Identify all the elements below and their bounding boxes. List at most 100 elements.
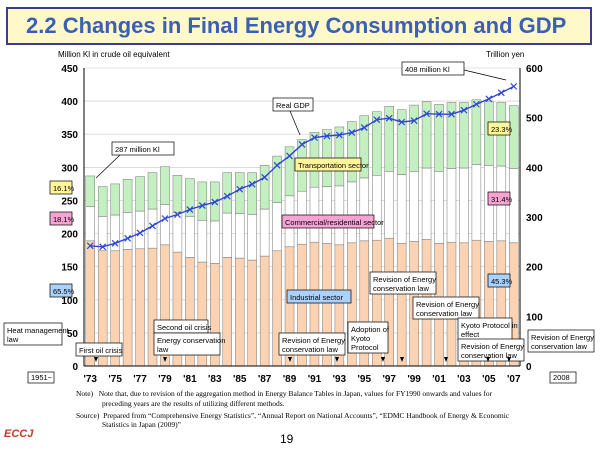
bar-segment-commercial xyxy=(222,212,232,258)
label-287-box xyxy=(111,141,175,156)
event-arrow xyxy=(94,357,98,362)
gdp-point xyxy=(510,82,518,90)
bar-segment-industrial xyxy=(247,259,257,367)
bar-segment-transport xyxy=(459,102,469,169)
x-tick-label: '73 xyxy=(83,374,97,385)
energy-gdp-chart: 0 50 100 150 200 250 300 350 400 450 0 100 200 300 400… xyxy=(3,61,595,385)
x-tick-label: '87 xyxy=(258,374,272,385)
left-axis-unit: Million Kl in crude oil equivalent xyxy=(58,50,170,59)
gdp-point xyxy=(286,152,293,160)
event-label: conservation law xyxy=(282,345,338,354)
gdp-point xyxy=(435,110,443,118)
x-tick-label: '03 xyxy=(457,374,471,385)
bar-segment-transport xyxy=(259,165,270,210)
x-tick-label: '81 xyxy=(183,374,197,385)
event-label: Adoption of xyxy=(351,325,390,334)
left-tick-label: 200 xyxy=(61,230,78,241)
gdp-point xyxy=(497,89,505,97)
gdp-point xyxy=(485,95,493,103)
bar-segment-transport xyxy=(147,172,158,210)
leader-line xyxy=(463,69,507,81)
event-label-box xyxy=(278,332,346,356)
gdp-point xyxy=(373,116,381,124)
event-label-box xyxy=(347,321,389,354)
bar-segment-commercial xyxy=(272,202,282,252)
gdp-point xyxy=(211,198,219,206)
x-tick-label: '97 xyxy=(382,374,396,385)
share-2007-commercial: 31.4% xyxy=(491,195,513,204)
event-year: 2008 xyxy=(553,373,570,382)
event-label: Kyoto Protocol in xyxy=(461,321,518,330)
gdp-point xyxy=(298,141,306,148)
event-arrow xyxy=(381,357,385,362)
x-tick-label: '01 xyxy=(432,374,446,385)
event-arrow xyxy=(288,357,292,362)
share-1973-transport-box xyxy=(49,180,73,195)
share-1973-industrial-box xyxy=(49,283,73,298)
page-number: 19 xyxy=(280,432,294,446)
bar-segment-transport xyxy=(122,179,133,213)
gdp-point xyxy=(423,110,430,118)
event-label: Revision of Energy xyxy=(416,300,479,309)
gdp-point xyxy=(124,234,132,242)
event-arrow xyxy=(163,357,167,362)
bar-segment-commercial xyxy=(396,174,407,244)
leader-line xyxy=(289,110,301,136)
x-tick-label: '89 xyxy=(283,374,297,385)
x-tick-label: '07 xyxy=(507,374,521,385)
label-industrial-box xyxy=(286,289,352,304)
label-real-gdp: Real GDP xyxy=(276,101,310,110)
x-tick-label: '75 xyxy=(108,374,122,385)
event-label: conservation law xyxy=(461,351,517,360)
gdp-point xyxy=(86,242,94,250)
share-2007-industrial: 45.3% xyxy=(491,277,513,286)
gdp-point xyxy=(323,132,331,140)
event-arrow xyxy=(444,357,448,362)
event-label: Second oil crisis xyxy=(157,323,211,332)
bar-segment-transport xyxy=(421,101,432,169)
x-tick-label: '83 xyxy=(208,374,222,385)
bar-segment-commercial xyxy=(471,164,482,241)
gdp-point xyxy=(174,211,181,218)
bar-segment-commercial xyxy=(234,213,245,259)
bar-segment-commercial xyxy=(434,171,444,244)
gdp-point xyxy=(223,192,231,200)
gdp-point xyxy=(398,118,406,126)
gdp-point xyxy=(198,202,206,210)
event-label: law xyxy=(7,335,19,344)
event-label: Energy conservation xyxy=(157,336,225,345)
gdp-point xyxy=(348,129,356,136)
bar-segment-transport xyxy=(434,104,444,172)
x-tick-label: '91 xyxy=(308,374,322,385)
bar-segment-transport xyxy=(247,172,257,215)
bar-segment-commercial xyxy=(160,204,170,246)
bar-segment-industrial xyxy=(259,255,270,367)
label-industrial: Industrial sector xyxy=(290,293,343,302)
bar-segment-commercial xyxy=(459,167,469,244)
bar-segment-industrial xyxy=(396,243,407,367)
bar-segment-transport xyxy=(272,155,282,203)
event-label: conservation law xyxy=(531,342,587,351)
event-label: Revision of Energy xyxy=(461,342,524,351)
left-tick-label: 300 xyxy=(61,163,78,174)
gdp-point xyxy=(460,106,468,114)
share-1973-commercial-box xyxy=(49,211,73,226)
bar-segment-transport xyxy=(409,104,419,172)
bar-segment-commercial xyxy=(384,171,394,239)
left-tick-label: 0 xyxy=(72,362,78,373)
gdp-point xyxy=(236,185,244,193)
bar-segment-industrial xyxy=(122,249,133,367)
x-tick-label: '05 xyxy=(482,374,496,385)
bar-segment-commercial xyxy=(372,175,382,241)
event-year-box xyxy=(549,371,577,384)
gdp-point xyxy=(360,124,368,132)
event-label: conservation law xyxy=(373,284,429,293)
event-arrow xyxy=(400,357,404,362)
bar-segment-transport xyxy=(372,111,382,176)
bar-segment-transport xyxy=(396,109,407,175)
share-2007-industrial-box xyxy=(487,273,511,288)
x-tick-label: '99 xyxy=(407,374,421,385)
bar-segment-commercial xyxy=(409,171,419,242)
bar-segment-transport xyxy=(359,115,370,179)
left-tick-label: 150 xyxy=(61,263,78,274)
